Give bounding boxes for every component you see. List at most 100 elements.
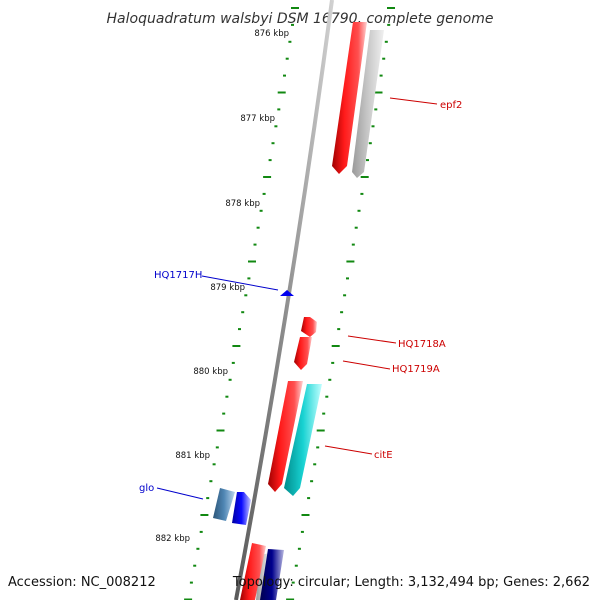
minor-tick: [366, 159, 369, 162]
minor-tick: [354, 226, 358, 229]
minor-tick: [331, 361, 335, 364]
minor-tick: [291, 23, 294, 26]
minor-tick: [297, 547, 301, 550]
minor-tick: [238, 328, 241, 331]
minor-tick: [384, 40, 388, 43]
label-connector: [156, 487, 204, 500]
minor-tick: [199, 530, 203, 533]
outer-tick-ring: [286, 7, 395, 600]
minor-tick: [316, 446, 320, 449]
tick-label: 879 kbp: [210, 283, 245, 293]
minor-tick: [307, 497, 311, 500]
tick-labels: 876 kbp 877 kbp 878 kbp 879 kbp 880 kbp …: [155, 29, 289, 544]
genome-backbone: [234, 0, 334, 600]
gene-partial-red[interactable]: [240, 543, 266, 600]
tick-label: 878 kbp: [225, 199, 260, 209]
minor-tick: [374, 108, 378, 111]
gene-epf2[interactable]: [332, 22, 367, 174]
minor-tick: [247, 277, 251, 280]
gene-label-hq1719a[interactable]: HQ1719A: [392, 364, 440, 375]
minor-tick: [343, 294, 347, 297]
minor-tick: [268, 159, 272, 162]
gene-hq1719a[interactable]: [294, 337, 312, 370]
minor-tick: [262, 192, 266, 195]
gene-hq1718a[interactable]: [301, 317, 317, 337]
map-title: Haloquadratum walsbyi DSM 16790, complet…: [107, 11, 494, 27]
cds-feature-steel[interactable]: [213, 488, 235, 521]
minor-tick: [351, 243, 355, 246]
minor-tick: [209, 480, 213, 483]
minor-tick: [196, 547, 200, 550]
label-connector: [201, 275, 279, 291]
minor-tick: [387, 23, 391, 26]
minor-tick: [328, 378, 332, 381]
gene-cite[interactable]: [268, 381, 303, 492]
label-connector: [342, 360, 391, 370]
minor-tick: [259, 209, 263, 212]
major-tick: [346, 260, 355, 263]
minor-tick: [357, 209, 361, 212]
gene-label-cite[interactable]: citE: [374, 450, 393, 461]
accession-text: Accession: NC_008212: [8, 575, 156, 590]
minor-tick: [215, 446, 219, 449]
minor-tick: [291, 581, 295, 584]
tick-label: 880 kbp: [193, 367, 228, 377]
minor-tick: [256, 226, 260, 229]
minor-tick: [313, 463, 317, 466]
major-tick: [263, 176, 272, 178]
minor-tick: [368, 142, 372, 145]
minor-tick: [228, 378, 232, 381]
minor-tick: [294, 564, 298, 567]
minor-tick: [271, 142, 275, 145]
major-tick: [387, 7, 395, 9]
tick-label: 882 kbp: [155, 534, 190, 544]
minor-tick: [337, 328, 341, 331]
major-tick: [331, 345, 340, 347]
major-tick: [200, 514, 209, 516]
cds-feature-grey[interactable]: [352, 30, 384, 178]
gene-label-hq1718a[interactable]: HQ1718A: [398, 339, 446, 350]
minor-tick: [225, 395, 229, 398]
minor-tick: [231, 361, 235, 364]
gene-label-epf2[interactable]: epf2: [440, 100, 462, 111]
minor-tick: [379, 74, 383, 77]
tick-label: 877 kbp: [240, 114, 275, 124]
minor-tick: [371, 125, 375, 128]
minor-tick: [300, 530, 304, 533]
minor-tick: [346, 277, 349, 280]
minor-tick: [222, 412, 226, 415]
minor-tick: [193, 564, 197, 567]
gene-hq1717h[interactable]: [280, 290, 294, 296]
major-tick: [277, 91, 286, 94]
major-tick: [301, 514, 310, 516]
minor-tick: [212, 463, 216, 466]
minor-tick: [340, 311, 344, 314]
major-tick: [248, 260, 256, 263]
minor-tick: [253, 243, 257, 246]
gene-glo[interactable]: [232, 492, 251, 525]
gene-label-glo[interactable]: glo: [139, 483, 154, 494]
minor-tick: [244, 294, 248, 297]
minor-tick: [274, 125, 278, 128]
minor-tick: [310, 480, 314, 483]
minor-tick: [241, 311, 245, 314]
cds-feature-navy[interactable]: [260, 549, 284, 600]
minor-tick: [283, 74, 286, 77]
major-tick: [232, 345, 241, 347]
minor-tick: [288, 40, 292, 43]
major-tick: [360, 176, 369, 178]
minor-tick: [277, 108, 281, 111]
gene-label-hq1717h[interactable]: HQ1717H: [154, 270, 202, 281]
genome-summary-text: Topology: circular; Length: 3,132,494 bp…: [232, 575, 590, 590]
major-tick: [184, 598, 193, 600]
cds-feature-cyan[interactable]: [284, 384, 322, 496]
label-connector: [324, 445, 373, 455]
major-tick: [316, 429, 325, 432]
label-connector: [389, 97, 438, 105]
minor-tick: [382, 57, 386, 60]
minor-tick: [206, 497, 210, 500]
tick-label: 881 kbp: [175, 451, 210, 461]
minor-tick: [325, 395, 329, 398]
major-tick: [291, 7, 299, 9]
